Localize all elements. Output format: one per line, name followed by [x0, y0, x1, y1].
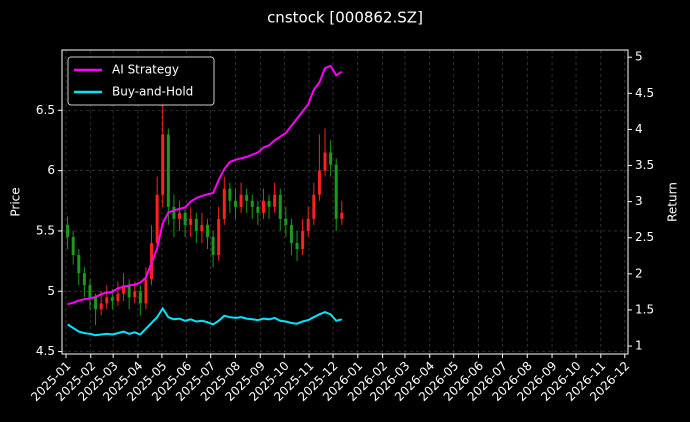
legend-box — [67, 56, 215, 106]
candle-body — [77, 255, 81, 274]
y-tick-label: 6.5 — [36, 103, 55, 117]
candle-body — [228, 188, 232, 201]
candle-body — [340, 212, 344, 219]
y-tick-label: 5.5 — [36, 223, 55, 237]
candle-body — [200, 224, 204, 231]
y2-axis-label: Return — [666, 182, 680, 222]
candle-body — [105, 297, 109, 304]
candle-body — [194, 218, 198, 231]
candle-body — [261, 200, 265, 213]
candle-body — [88, 285, 92, 298]
candle-body — [66, 224, 70, 237]
candle-body — [138, 291, 142, 304]
candle-body — [99, 303, 103, 310]
candle-body — [273, 194, 277, 207]
candle-body — [172, 206, 176, 219]
candle-body — [295, 243, 299, 250]
candle-body — [127, 285, 131, 298]
candle-body — [178, 212, 182, 219]
candle-body — [334, 164, 338, 219]
candle-body — [161, 134, 165, 195]
candle-body — [144, 279, 148, 304]
legend-label: AI Strategy — [112, 63, 179, 77]
y-tick-label: 5 — [47, 284, 55, 298]
candle-body — [317, 170, 321, 195]
candle-body — [312, 194, 316, 219]
return-line — [67, 64, 343, 306]
candle-body — [245, 194, 249, 201]
y2-tick-label: 2 — [635, 266, 643, 280]
candle-body — [189, 218, 193, 225]
y2-tick-label: 1.5 — [635, 302, 654, 316]
y-tick-label: 4.5 — [36, 344, 55, 358]
y2-tick-label: 5 — [635, 50, 643, 64]
candle-body — [217, 218, 221, 256]
candle-body — [267, 200, 271, 207]
candle-body — [222, 188, 226, 219]
y2-tick-label: 1 — [635, 339, 643, 353]
candle-body — [116, 293, 120, 301]
candle-body — [239, 194, 243, 207]
candle-body — [250, 200, 254, 207]
candle-body — [110, 297, 114, 301]
candle-body — [82, 273, 86, 286]
candle-body — [71, 236, 75, 256]
candle-body — [205, 224, 209, 237]
y2-tick-label: 4.5 — [635, 86, 654, 100]
candle-body — [155, 194, 159, 244]
candle-body — [284, 218, 288, 225]
candle-body — [122, 285, 126, 294]
candle-body — [211, 236, 215, 256]
candle-body — [301, 230, 305, 250]
candle-body — [133, 291, 137, 298]
candle-body — [278, 194, 282, 219]
candle-body — [329, 152, 333, 165]
candle-body — [233, 200, 237, 207]
y2-tick-label: 4 — [635, 122, 643, 136]
y-tick-label: 6 — [47, 163, 55, 177]
y2-tick-label: 3.5 — [635, 158, 654, 172]
legend: AI Strategy Buy-and-Hold — [67, 56, 215, 106]
y-axis-label: Price — [9, 187, 23, 216]
plot-frame — [61, 49, 629, 355]
y2-tick-label: 3 — [635, 194, 643, 208]
candle-body — [306, 218, 310, 231]
return-line — [67, 306, 343, 337]
legend-label: Buy-and-Hold — [112, 85, 193, 99]
candle-body — [289, 224, 293, 244]
y2-tick-label: 2.5 — [635, 230, 654, 244]
candle-body — [323, 152, 327, 171]
chart-title: cnstock [000862.SZ] — [267, 9, 423, 27]
candle-body — [166, 134, 170, 207]
candle-body — [256, 206, 260, 213]
candle-body — [183, 212, 187, 225]
candle-body — [94, 297, 98, 310]
